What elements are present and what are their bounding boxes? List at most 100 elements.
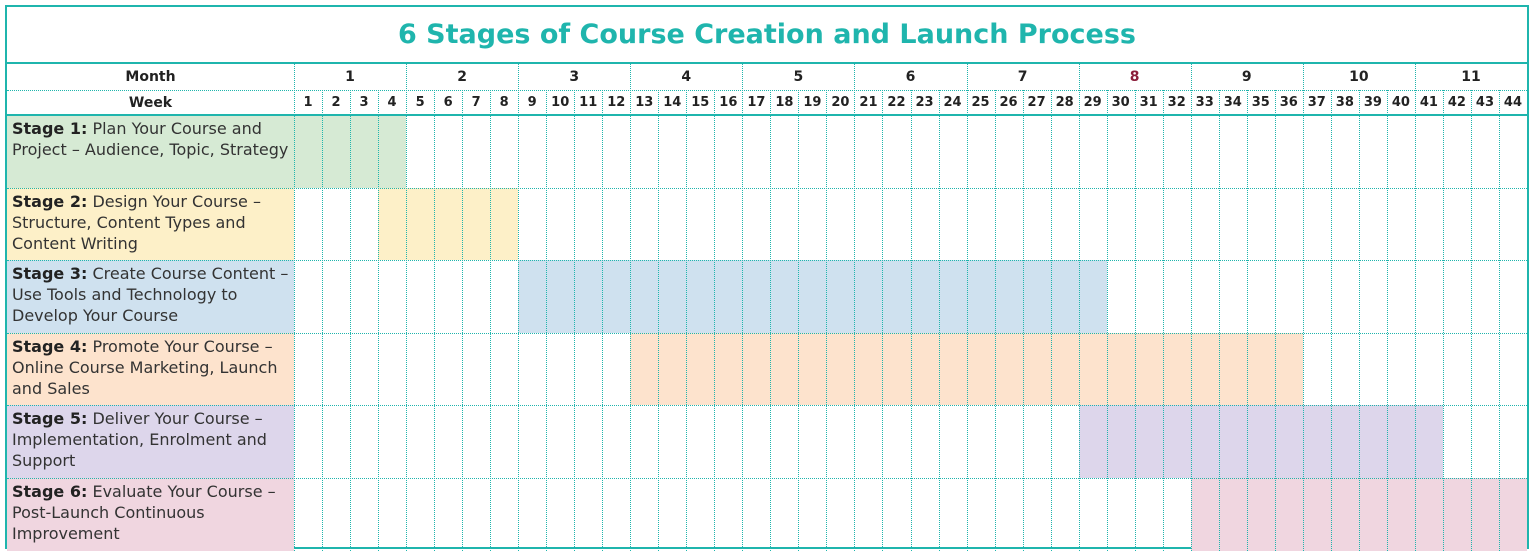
week-label: 37 <box>1307 95 1326 110</box>
week-label: 39 <box>1363 95 1382 110</box>
week-label: 9 <box>527 95 537 110</box>
grid-line-vertical <box>686 90 688 551</box>
month-label: 7 <box>1017 69 1028 85</box>
grid-line-vertical <box>1218 90 1220 551</box>
grid-line-vertical <box>630 64 632 551</box>
month-label: 4 <box>681 69 692 85</box>
stage-description: Design Your Course – Structure, Content … <box>12 191 261 253</box>
grid-line-vertical <box>854 64 856 551</box>
week-label: 6 <box>443 95 453 110</box>
grid-line-vertical <box>1106 90 1108 551</box>
grid-line-vertical <box>1022 90 1024 551</box>
grid-line-vertical <box>966 64 968 551</box>
month-label: 8 <box>1129 69 1140 85</box>
stage-number: Stage 3: <box>12 264 88 284</box>
grid-line-vertical <box>1134 90 1136 551</box>
grid-line-vertical <box>462 90 464 551</box>
week-label: 10 <box>551 95 570 110</box>
grid-line-vertical <box>1470 90 1472 551</box>
week-label: 33 <box>1195 95 1214 110</box>
week-label: 20 <box>831 95 850 110</box>
week-label: 28 <box>1055 95 1074 110</box>
chart-title: 6 Stages of Course Creation and Launch P… <box>7 7 1527 64</box>
grid-line-vertical <box>574 90 576 551</box>
chart-frame: 6 Stages of Course Creation and Launch P… <box>5 5 1529 551</box>
stage-description: Evaluate Your Course – Post-Launch Conti… <box>12 482 276 543</box>
grid-line-vertical <box>322 90 324 551</box>
grid-line-vertical <box>1190 64 1192 551</box>
week-label: 14 <box>663 95 682 110</box>
grid-line-vertical <box>1498 90 1500 551</box>
month-label: 10 <box>1349 69 1369 85</box>
header-divider <box>7 114 1527 116</box>
grid-line-vertical <box>602 90 604 551</box>
week-label: 12 <box>607 95 626 110</box>
grid-line-vertical <box>1246 90 1248 551</box>
month-label: 6 <box>905 69 916 85</box>
grid-line-horizontal <box>7 187 1527 189</box>
stage-description: Create Course Content – Use Tools and Te… <box>12 264 289 326</box>
grid-line-vertical <box>882 90 884 551</box>
week-label: 38 <box>1335 95 1354 110</box>
week-label: 40 <box>1391 95 1410 110</box>
stage-description: Deliver Your Course – Implementation, En… <box>12 409 267 471</box>
week-label: 42 <box>1447 95 1466 110</box>
week-label: 18 <box>775 95 794 110</box>
grid-line-vertical <box>1162 90 1164 551</box>
grid-line-vertical <box>1274 90 1276 551</box>
stage-description: Promote Your Course – Online Course Mark… <box>12 336 278 398</box>
week-label: 27 <box>1027 95 1046 110</box>
week-label: 35 <box>1251 95 1270 110</box>
grid-line-horizontal <box>7 332 1527 334</box>
month-header-label: Month <box>125 69 176 85</box>
week-label: 1 <box>303 95 313 110</box>
stage-label-1: Stage 1: Plan Your Course and Project – … <box>7 115 294 188</box>
week-label: 29 <box>1083 95 1102 110</box>
stage-number: Stage 5: <box>12 409 88 429</box>
week-label: 22 <box>887 95 906 110</box>
week-label: 25 <box>971 95 990 110</box>
gantt-bar-stage-5 <box>1078 405 1443 478</box>
grid-line-vertical <box>1302 64 1304 551</box>
week-label: 8 <box>499 95 509 110</box>
gantt-bar-stage-2 <box>378 187 519 261</box>
stage-label-6: Stage 6: Evaluate Your Course – Post-Lau… <box>7 478 294 551</box>
week-label: 30 <box>1111 95 1130 110</box>
grid-line-vertical <box>350 90 352 551</box>
grid-line-vertical <box>1330 90 1332 551</box>
week-label: 24 <box>943 95 962 110</box>
month-label: 2 <box>457 69 467 85</box>
grid-line-horizontal <box>7 478 1527 479</box>
stage-label-2: Stage 2: Design Your Course – Structure,… <box>7 187 294 261</box>
week-label: 11 <box>579 95 598 110</box>
stage-label-4: Stage 4: Promote Your Course – Online Co… <box>7 332 294 406</box>
stage-number: Stage 4: <box>12 336 88 356</box>
grid-line-vertical <box>1386 90 1388 551</box>
week-label: 43 <box>1475 95 1494 110</box>
grid-line-vertical <box>546 90 548 551</box>
gantt-bar-stage-6 <box>1190 478 1527 551</box>
week-label: 4 <box>387 95 397 110</box>
grid-line-horizontal <box>7 90 1527 91</box>
week-label: 32 <box>1167 95 1186 110</box>
week-label: 19 <box>803 95 822 110</box>
grid-line-vertical <box>434 90 436 551</box>
week-label: 21 <box>859 95 878 110</box>
grid-line-vertical <box>1078 64 1080 551</box>
grid-line-vertical <box>1050 90 1052 551</box>
grid-line-vertical <box>798 90 800 551</box>
stage-number: Stage 1: <box>12 119 88 138</box>
grid-line-vertical <box>770 90 772 551</box>
week-label: 3 <box>359 95 369 110</box>
stage-label-3: Stage 3: Create Course Content – Use Too… <box>7 260 294 333</box>
week-label: 15 <box>691 95 710 110</box>
grid-line-vertical <box>294 64 295 551</box>
month-label: 1 <box>345 69 355 85</box>
grid-line-vertical <box>406 64 408 551</box>
month-label: 5 <box>793 69 804 85</box>
grid-line-vertical <box>518 64 520 551</box>
grid-line-horizontal <box>7 405 1527 407</box>
week-label: 2 <box>331 95 341 110</box>
week-label: 31 <box>1139 95 1158 110</box>
month-label: 3 <box>569 69 580 85</box>
